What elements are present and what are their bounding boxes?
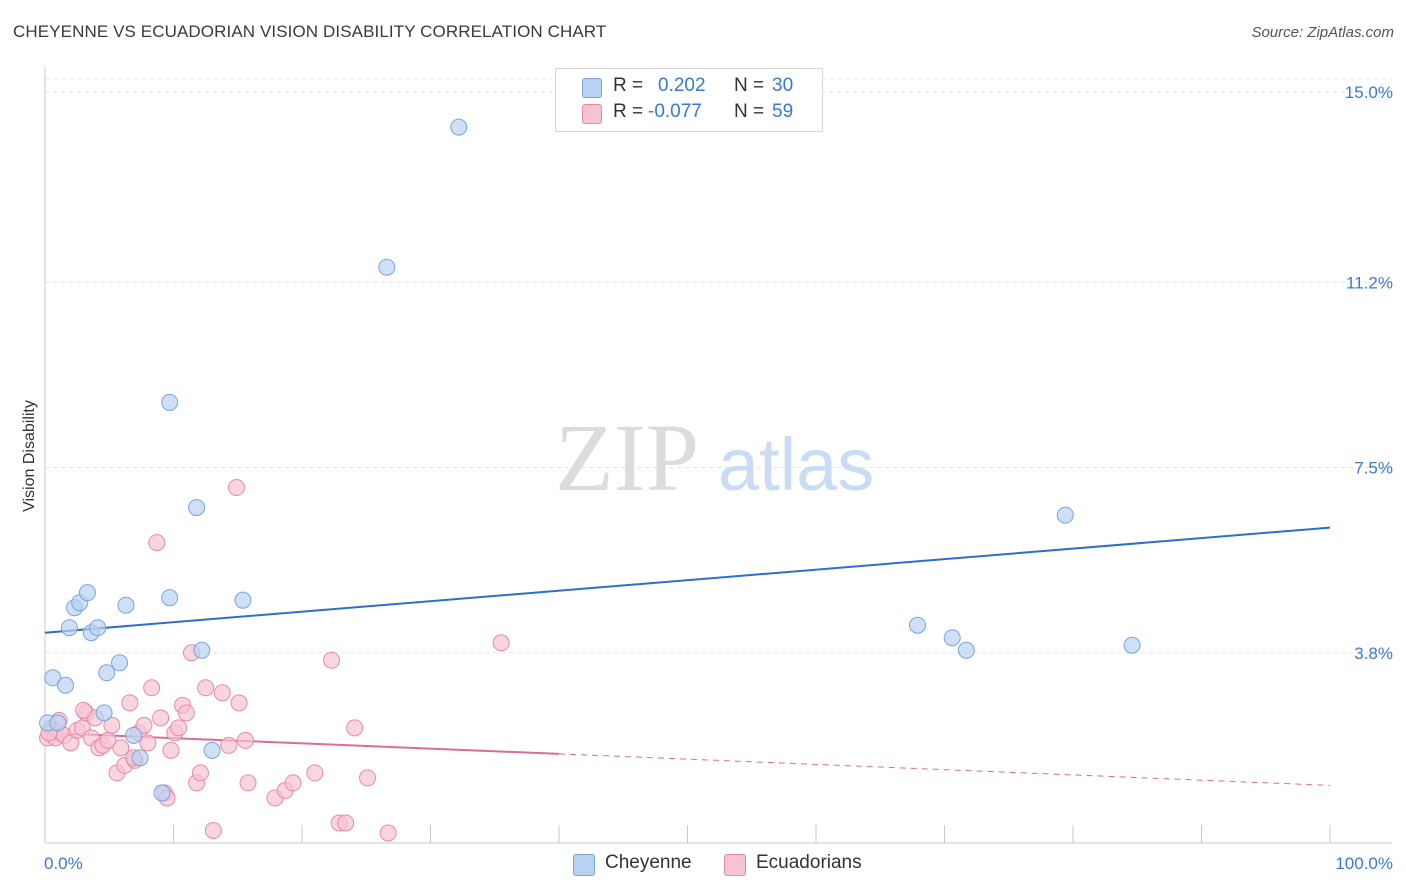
n-label: N = [734,101,765,122]
trend-lines [44,526,1331,786]
watermark: ZIP atlas [555,404,874,511]
ecuadorian-point [346,719,364,737]
cheyenne-point [95,704,113,722]
ecuadorian-point [143,679,161,697]
ecuadorian-point [148,534,166,552]
ecuadorian-point [177,704,195,722]
cheyenne-point [125,726,143,744]
cheyenne-point [49,714,67,732]
cheyenne-swatch [582,78,602,98]
ecuadorian-point [379,824,397,842]
watermark-zip: ZIP [555,404,699,511]
n-label: N = [734,75,765,96]
cheyenne-point [1056,506,1074,524]
cheyenne-point [44,669,62,687]
x-tick-labels: 0.0% 100.0% [44,854,1393,873]
ecuadorian-point [323,651,341,669]
cheyenne-point [161,589,179,607]
ecuadorians-swatch [724,854,746,876]
ecuadorian-point [135,716,153,734]
cheyenne-point [57,676,75,694]
ecuadorian-point [213,684,231,702]
legend-row-ecuadorians: R = -0.077 N = 59 [556,101,822,127]
cheyenne-point [98,664,116,682]
y-tick-label: 15.0% [1345,83,1393,102]
r-label: R = [613,101,644,122]
ecuadorian-point [236,731,254,749]
cheyenne-point [60,619,78,637]
ecuadorian-point [306,764,324,782]
r-value: 0.202 [658,75,706,96]
cheyenne-point [131,749,149,767]
ecuadorian-point [220,736,238,754]
y-tick-label: 11.2% [1346,273,1393,292]
ecuadorian-point [492,634,510,652]
ecuadorian-trend-line-projection [558,753,1331,786]
cheyenne-point [450,118,468,136]
x-tick-label: 0.0% [44,854,83,873]
cheyenne-swatch [573,854,595,876]
y-tick-label: 7.5% [1354,459,1393,478]
ecuadorian-point [170,719,188,737]
ecuadorian-point [121,694,139,712]
source-label: Source: ZipAtlas.com [1251,24,1394,41]
ecuadorian-point [103,716,121,734]
y-axis-title: Vision Disability [21,400,38,512]
legend-row-cheyenne: R = 0.202 N = 30 [556,75,822,101]
ecuadorian-point [359,769,377,787]
x-tick-label: 100.0% [1335,854,1393,873]
series-legend: Cheyenne Ecuadorians [0,852,1406,878]
watermark-atlas: atlas [718,423,874,506]
y-tick-label: 3.8% [1354,644,1393,663]
cheyenne-point [943,629,961,647]
ecuadorian-point [239,774,257,792]
cheyenne-point [78,584,96,602]
ecuadorian-point [139,734,157,752]
cheyenne-point [193,641,211,659]
ecuadorian-point [75,701,93,719]
grid-lines [45,78,1392,654]
ecuadorian-point [162,741,180,759]
ecuadorian-point [284,774,302,792]
cheyenne-trend-line [44,526,1331,634]
y-tick-labels: 3.8% 7.5% 11.2% 15.0% [1345,83,1393,663]
chart-title: CHEYENNE VS ECUADORIAN VISION DISABILITY… [13,22,607,41]
cheyenne-point [909,616,927,634]
n-value: 59 [772,101,794,122]
n-value: 30 [772,75,794,96]
cheyenne-point [234,591,252,609]
ecuadorian-point [152,709,170,727]
cheyenne-point [957,641,975,659]
ecuadorian-point [197,679,215,697]
cheyenne-point [188,499,206,517]
ecuadorian-point [191,764,209,782]
cheyenne-point [161,393,179,411]
ecuadorian-point [227,479,245,497]
axes [44,67,1392,844]
ecuadorian-point [230,694,248,712]
cheyenne-point [111,654,129,672]
r-label: R = [613,75,644,96]
cheyenne-point [1123,636,1141,654]
ecuadorian-point [112,739,130,757]
ecuadorian-point [204,821,222,839]
ecuadorians-swatch [582,104,602,124]
cheyenne-point [203,741,221,759]
cheyenne-point [89,619,107,637]
cheyenne-point [117,596,135,614]
legend-label-cheyenne: Cheyenne [605,852,692,873]
cheyenne-point [153,784,171,802]
r-value: -0.077 [648,101,702,122]
correlation-legend: R = 0.202 N = 30 R = -0.077 N = 59 [555,68,823,132]
cheyenne-point [378,258,396,276]
ecuadorian-point [337,814,355,832]
legend-label-ecuadorians: Ecuadorians [756,852,862,873]
data-points [39,118,1141,842]
